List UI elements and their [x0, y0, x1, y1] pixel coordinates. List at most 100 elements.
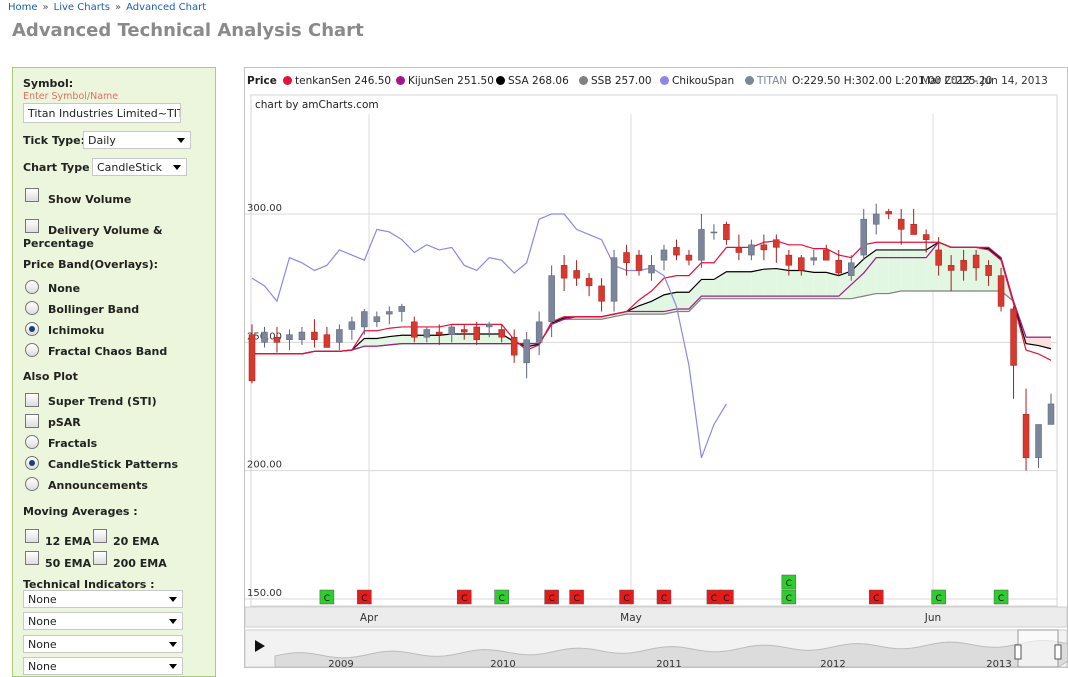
- candle-bearish: [585, 277, 593, 287]
- pattern-marker-label: C: [711, 594, 717, 604]
- overlay-radio-fractal-chaos-band-label: Fractal Chaos Band: [48, 345, 168, 358]
- candle-bearish: [922, 234, 930, 240]
- navigator-selection: [1017, 629, 1059, 667]
- checkbox-icon: [93, 529, 107, 543]
- chevron-down-icon: [169, 619, 177, 624]
- radio-icon: [25, 435, 39, 449]
- ichimoku-cloud-segment: [726, 271, 739, 299]
- chart-type-value: CandleStick: [97, 161, 162, 174]
- legend-price-label: Price: [247, 75, 277, 87]
- candle-bearish: [1022, 413, 1030, 459]
- ema-20-label: 20 EMA: [113, 535, 160, 548]
- breadcrumb-home-link[interactable]: Home: [8, 2, 38, 13]
- price-chart-svg[interactable]: chart by amCharts.com300.00250.00200.001…: [245, 68, 1067, 667]
- page-title: Advanced Technical Analysis Chart: [12, 20, 364, 41]
- candle-bullish: [748, 244, 755, 256]
- candle-bearish: [985, 265, 992, 276]
- symbol-input[interactable]: Titan Industries Limited~TIT: [23, 103, 181, 123]
- tenkan-line: [252, 240, 1052, 361]
- candle-bearish: [835, 259, 843, 274]
- bullish-pattern-marker: [993, 589, 1009, 605]
- legend-ssb[interactable]: SSB 257.00: [579, 75, 652, 87]
- legend-tenkan[interactable]: tenkanSen 246.50: [283, 75, 391, 87]
- also-plot-psar-label: pSAR: [48, 416, 81, 429]
- bullish-pattern-marker: [319, 589, 335, 605]
- candle-bullish: [860, 218, 867, 256]
- legend-kijun-label: KijunSen 251.50: [408, 75, 494, 87]
- candle-bearish: [760, 244, 768, 251]
- radio-icon: [25, 280, 39, 294]
- candle-bearish: [785, 254, 793, 266]
- price-band-label: Price Band(Overlays):: [23, 258, 159, 271]
- indicator-select-1[interactable]: None: [23, 590, 183, 608]
- candle-bullish: [286, 334, 293, 341]
- candle-bullish: [648, 265, 655, 274]
- breadcrumb-current-link[interactable]: Advanced Chart: [126, 2, 207, 13]
- legend-kijun[interactable]: KijunSen 251.50: [396, 75, 494, 87]
- series-dot-icon: [579, 76, 588, 85]
- legend-ssa[interactable]: SSA 268.06: [496, 75, 569, 87]
- month-label: May: [620, 612, 642, 624]
- chart-legend: Price tenkanSen 246.50 KijunSen 251.50 S…: [245, 75, 1065, 91]
- pattern-marker-label: C: [499, 594, 505, 604]
- pattern-marker-label: C: [623, 594, 629, 604]
- ichimoku-cloud-segment: [701, 279, 714, 299]
- chevron-down-icon: [169, 642, 177, 647]
- candle-bearish: [248, 334, 256, 382]
- candle-bearish: [460, 329, 468, 333]
- candle-bearish: [897, 218, 905, 230]
- candle-bullish: [485, 324, 493, 328]
- radio-icon: [25, 301, 39, 315]
- y-tick-label: 200.00: [247, 460, 282, 471]
- indicator-select-4[interactable]: None: [23, 657, 183, 675]
- indicator-select-2[interactable]: None: [23, 612, 183, 630]
- legend-tenkan-label: tenkanSen 246.50: [295, 75, 392, 87]
- ichimoku-cloud-segment: [901, 249, 914, 291]
- ichimoku-cloud-segment: [439, 333, 452, 344]
- bearish-pattern-marker: [456, 589, 472, 605]
- checkbox-icon: [25, 219, 39, 233]
- legend-date-range: Mar 2013 - Jun 14, 2013: [921, 75, 1048, 87]
- pattern-marker-label: C: [361, 594, 367, 604]
- ichimoku-cloud-segment: [776, 268, 789, 299]
- ichimoku-cloud-segment: [888, 249, 902, 294]
- candle-bullish: [361, 311, 368, 328]
- indicator-value: None: [28, 638, 57, 651]
- indicator-value: None: [28, 593, 57, 606]
- navigator-area: [274, 640, 1067, 667]
- pattern-marker-label: C: [661, 594, 667, 604]
- also-plot-super-trend-sti--label: Super Trend (STI): [48, 395, 157, 408]
- candle-bullish: [710, 231, 718, 234]
- tick-type-select[interactable]: Daily: [83, 131, 191, 149]
- also-plot-announcements-label: Announcements: [48, 479, 148, 492]
- legend-ssb-label: SSB 257.00: [591, 75, 652, 87]
- bearish-pattern-marker: [719, 589, 734, 605]
- candle-bullish: [336, 329, 343, 343]
- checkbox-icon: [25, 188, 39, 202]
- candle-bearish: [885, 211, 892, 215]
- ichimoku-cloud-segment: [576, 316, 590, 320]
- breadcrumb-live-charts-link[interactable]: Live Charts: [53, 2, 110, 13]
- play-icon[interactable]: [255, 640, 265, 652]
- plot-area: [250, 94, 1058, 607]
- candle-bullish: [261, 331, 268, 343]
- ichimoku-cloud-segment: [639, 301, 652, 315]
- candle-bullish: [535, 321, 543, 343]
- legend-chikou[interactable]: ChikouSpan: [660, 75, 734, 87]
- series-dot-icon: [660, 76, 669, 85]
- candle-bearish: [673, 247, 680, 256]
- bullish-pattern-marker: [494, 589, 509, 605]
- bullish-pattern-marker: [931, 589, 946, 605]
- radio-icon: [25, 477, 39, 491]
- ichimoku-cloud-segment: [876, 249, 889, 294]
- ssa-line: [252, 241, 1052, 355]
- candle-bearish: [798, 257, 805, 271]
- chart-type-select[interactable]: CandleStick: [92, 158, 187, 176]
- candle-bullish: [423, 329, 431, 338]
- candle-bearish: [411, 321, 418, 338]
- legend-ohlc: O:229.50 H:302.00 L:201.00 C:225.20: [792, 75, 993, 87]
- ichimoku-cloud-segment: [813, 272, 827, 299]
- candle-bullish: [698, 229, 705, 261]
- legend-titan[interactable]: TITAN: [745, 75, 787, 87]
- indicator-select-3[interactable]: None: [23, 635, 183, 653]
